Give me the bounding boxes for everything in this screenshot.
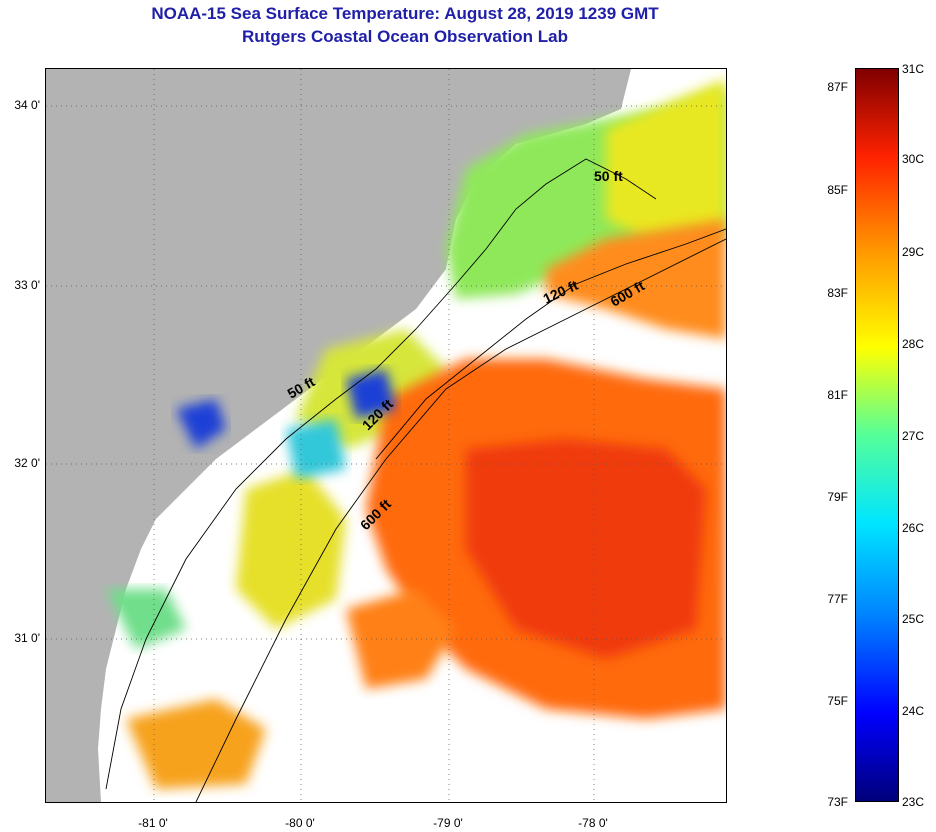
isobaths [105, 158, 726, 802]
isobath-50ft [105, 158, 657, 790]
lon-label-80: -80 0' [285, 816, 315, 830]
colorbar-tick-f-77: 77F [827, 592, 848, 606]
sst-yellow-south [236, 469, 346, 629]
sst-orange-north [546, 219, 726, 339]
title-line-1: NOAA-15 Sea Surface Temperature: August … [151, 4, 659, 23]
sst-red-core [466, 439, 706, 659]
colorbar-tick-c-26: 26C [902, 521, 925, 535]
land-area [46, 69, 631, 802]
sst-yellow-offshore-north [606, 79, 726, 239]
graticule [46, 69, 726, 802]
contour-label-50ft-north: 50 ft [594, 168, 623, 184]
isobath-600ft [195, 238, 726, 802]
colorbar-tick-f-81: 81F [827, 388, 848, 402]
colorbar-tick-c-31: 31C [902, 62, 925, 76]
colorbar-tick-f-73: 73F [827, 795, 848, 809]
colorbar-tick-f-83: 83F [827, 286, 848, 300]
lon-label-79: -79 0' [433, 816, 463, 830]
colorbar-tick-f-79: 79F [827, 490, 848, 504]
lat-label-32: 32 0' [14, 456, 40, 470]
lon-label-78: -78 0' [578, 816, 608, 830]
lon-label-81: -81 0' [138, 816, 168, 830]
lat-label-33: 33 0' [14, 278, 40, 292]
sst-cyan-patch [286, 419, 346, 479]
colorbar-tick-f-87: 87F [827, 80, 848, 94]
colorbar-tick-f-75: 75F [827, 694, 848, 708]
colorbar-tick-c-29: 29C [902, 245, 925, 259]
isobath-120ft [375, 228, 726, 460]
colorbar-tick-c-30: 30C [902, 152, 925, 166]
lat-label-31: 31 0' [14, 631, 40, 645]
sst-blue-spots-1 [176, 399, 226, 449]
sst-patches [106, 79, 726, 789]
sst-map[interactable]: 50 ft 120 ft 600 ft 50 ft 120 ft 600 ft [45, 68, 727, 803]
colorbar-tick-c-25: 25C [902, 612, 925, 626]
colorbar-tick-c-28: 28C [902, 337, 925, 351]
sst-green-patch-south [106, 589, 186, 649]
colorbar-tick-f-85: 85F [827, 183, 848, 197]
colorbar-tick-c-24: 24C [902, 704, 925, 718]
colorbar-tick-c-23: 23C [902, 795, 925, 809]
sst-blue-spots-2 [346, 369, 396, 419]
colorbar-tick-c-27: 27C [902, 429, 925, 443]
title-line-2: Rutgers Coastal Ocean Observation Lab [242, 27, 568, 46]
lat-label-34: 34 0' [14, 98, 40, 112]
sst-orange-southwest [126, 699, 266, 789]
temperature-colorbar [855, 68, 899, 802]
